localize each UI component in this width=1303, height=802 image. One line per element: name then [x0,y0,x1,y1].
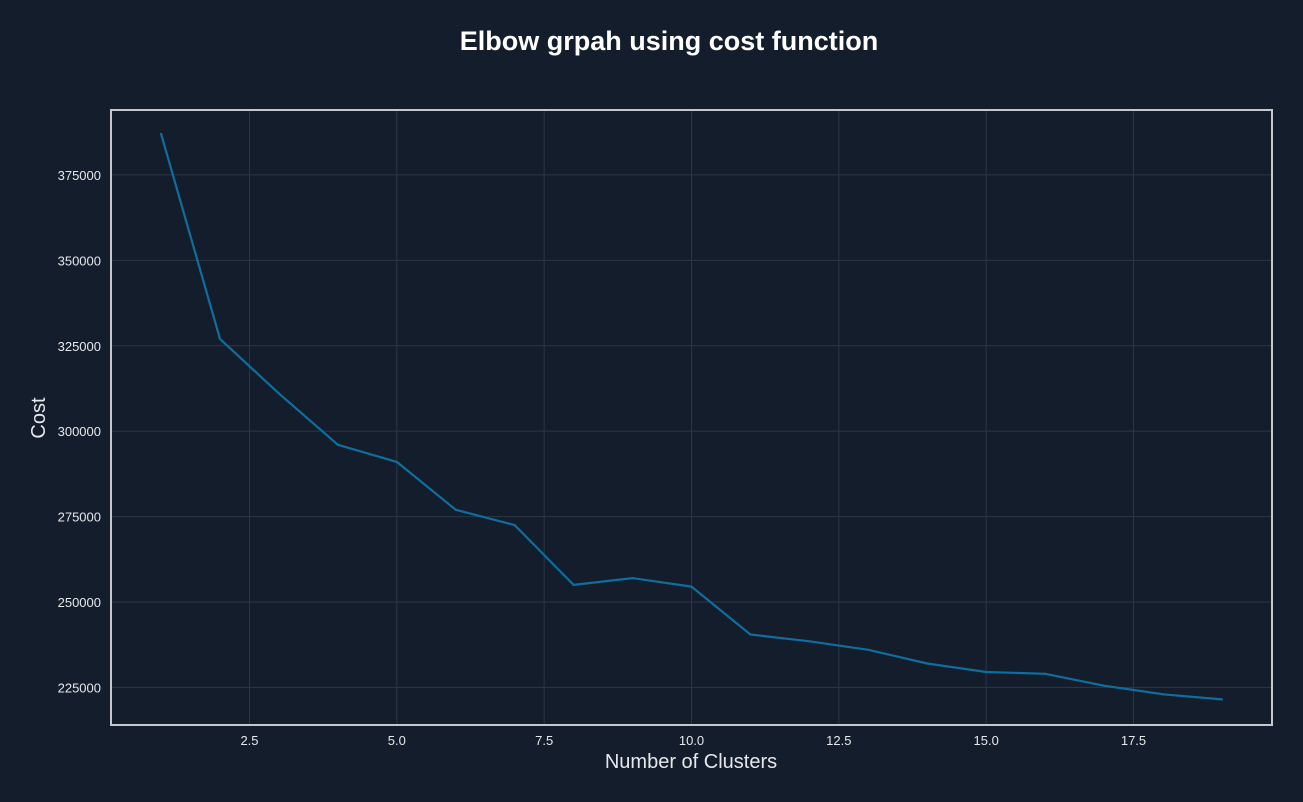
data-point [749,633,752,636]
y-axis-label: Cost [28,397,50,439]
tick-labels: 2.5 5.0 7.5 10.0 12.5 15.0 17.5 225000 250000 275… [58,168,1147,748]
x-tick-label: 10.0 [679,733,704,748]
data-point [277,392,281,395]
x-tick-label: 15.0 [974,733,999,748]
plot-frame [110,109,1273,726]
y-tick-label: 375000 [58,168,101,183]
data-point [513,524,516,527]
data-point [1102,684,1106,687]
x-axis-label: Number of Clusters [605,751,777,773]
data-point [1161,693,1165,696]
y-tick-label: 225000 [58,680,101,695]
y-tick-label: 350000 [58,253,101,268]
data-point [690,585,693,588]
data-point [926,662,929,665]
data-point [631,576,634,580]
data-point [1044,672,1047,675]
x-tick-label: 2.5 [240,733,258,748]
x-tick-label: 5.0 [388,733,406,748]
data-point [336,443,339,446]
data-point [395,460,398,464]
x-tick-label: 7.5 [535,733,553,748]
grid [111,110,1272,725]
data-point [985,670,988,674]
chart-title: Elbow grpah using cost function [460,26,879,56]
series-layer [159,132,1224,701]
data-point [808,640,811,643]
data-point [218,337,222,341]
data-point [454,508,457,511]
y-tick-label: 325000 [58,339,101,354]
x-tick-label: 17.5 [1121,733,1146,748]
data-point [159,132,163,136]
y-tick-label: 275000 [58,510,101,525]
x-tick-label: 12.5 [826,733,851,748]
data-point [867,648,870,651]
data-point [572,583,575,587]
y-tick-label: 250000 [58,595,101,610]
data-point [1220,698,1224,701]
y-tick-label: 300000 [58,424,101,439]
